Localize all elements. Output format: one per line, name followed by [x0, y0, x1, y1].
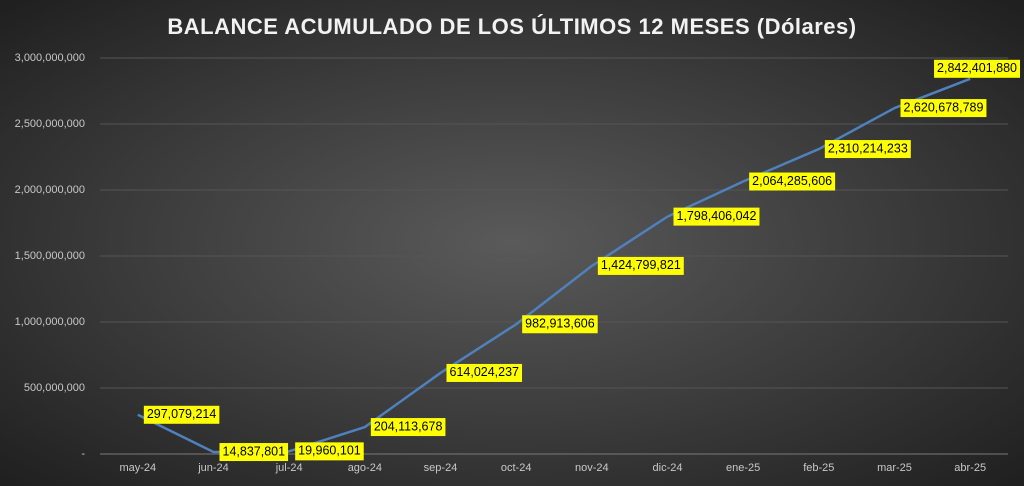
x-tick-label: feb-25 [803, 462, 834, 474]
y-tick-label: 2,500,000,000 [15, 118, 85, 130]
data-label-box [673, 207, 760, 226]
data-label: 982,913,606 [525, 317, 595, 331]
data-label-box [143, 405, 220, 424]
x-tick-label: may-24 [119, 462, 156, 474]
x-tick-label: ene-25 [726, 462, 760, 474]
data-label-box [824, 140, 911, 159]
x-tick-label: mar-25 [877, 462, 912, 474]
x-tick-label: jul-24 [275, 462, 303, 474]
data-label: 204,113,678 [374, 419, 443, 433]
x-tick-label: jun-24 [197, 462, 229, 474]
data-label: 2,842,401,880 [937, 61, 1017, 75]
x-tick-label: sep-24 [424, 462, 458, 474]
y-tick-label: 500,000,000 [24, 382, 85, 394]
chart-title: BALANCE ACUMULADO DE LOS ÚLTIMOS 12 MESE… [167, 14, 856, 39]
y-tick-label: - [81, 448, 85, 460]
x-tick-label: abr-25 [954, 462, 986, 474]
y-tick-label: 3,000,000,000 [15, 52, 85, 64]
x-tick-label: nov-24 [575, 462, 609, 474]
data-label-box [219, 443, 289, 462]
data-label-box [522, 315, 598, 334]
data-label: 614,024,237 [450, 365, 520, 379]
y-tick-label: 1,000,000,000 [15, 316, 85, 328]
data-label-box [934, 59, 1020, 78]
data-label-box [597, 256, 684, 275]
x-tick-label: dic-24 [653, 462, 683, 474]
data-label: 14,837,801 [223, 444, 286, 458]
y-tick-label: 2,000,000,000 [15, 184, 85, 196]
data-label-box [370, 418, 446, 437]
data-label: 2,620,678,789 [904, 100, 984, 114]
data-label: 2,064,285,606 [752, 174, 832, 188]
data-label: 19,960,101 [298, 444, 361, 458]
data-label-box [446, 363, 523, 382]
data-label-box [295, 442, 364, 461]
data-label: 297,079,214 [147, 407, 217, 421]
x-tick-label: oct-24 [501, 462, 532, 474]
data-line [137, 77, 971, 454]
data-label: 2,310,214,233 [828, 141, 908, 155]
x-tick-label: ago-24 [348, 462, 382, 474]
data-label-box [900, 99, 987, 118]
data-label: 1,424,799,821 [601, 258, 681, 272]
y-tick-label: 1,500,000,000 [15, 250, 85, 262]
data-label: 1,798,406,042 [677, 209, 757, 223]
data-label-box [749, 172, 836, 191]
